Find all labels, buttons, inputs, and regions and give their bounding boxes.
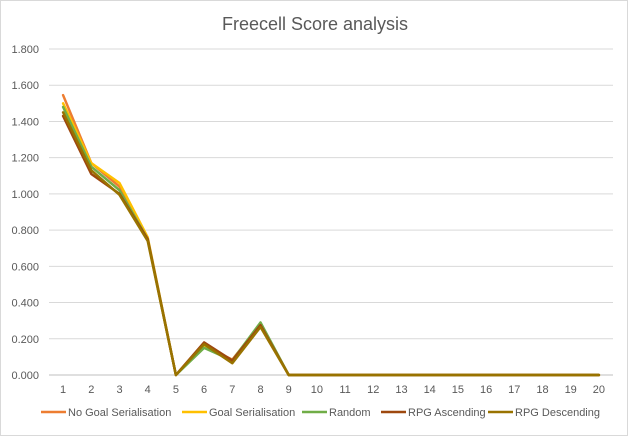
y-axis-labels: 0.000 0.200 0.400 0.600 0.800 1.000 1.200 1.400…	[11, 44, 39, 382]
x-tick-label: 5	[173, 384, 179, 396]
gridlines	[49, 48, 613, 340]
x-tick-label: 14	[424, 384, 436, 396]
x-tick-label: 6	[201, 384, 207, 396]
legend-label: Random	[329, 407, 371, 419]
x-tick-label: 7	[229, 384, 235, 396]
x-tick-label: 16	[480, 384, 492, 396]
x-tick-label: 4	[145, 384, 151, 396]
y-tick-label: 0.200	[11, 334, 39, 346]
y-tick-label: 1.400	[11, 116, 39, 128]
x-tick-label: 15	[452, 384, 464, 396]
y-tick-label: 0.800	[11, 225, 39, 237]
x-tick-label: 19	[565, 384, 577, 396]
legend-label: No Goal Serialisation	[68, 407, 171, 419]
series-lines	[61, 93, 601, 377]
legend-label: RPG Ascending	[408, 407, 486, 419]
legend-label: RPG Descending	[515, 407, 600, 419]
y-tick-label: 0.600	[11, 261, 39, 273]
x-tick-label: 10	[311, 384, 323, 396]
x-tick-label: 18	[536, 384, 548, 396]
x-axis-labels: 1 2 3 4 5 6 7 8 9 10 11 12 13 14 15 16 17 18 19 20	[60, 384, 605, 396]
x-tick-label: 12	[367, 384, 379, 396]
legend: No Goal Serialisation Goal Serialisation R…	[41, 407, 600, 419]
series-line-2	[61, 105, 601, 377]
legend-label: Goal Serialisation	[209, 407, 295, 419]
x-tick-label: 17	[508, 384, 520, 396]
y-tick-label: 1.200	[11, 153, 39, 165]
y-tick-label: 1.800	[11, 44, 39, 56]
series-line-1	[61, 102, 601, 377]
x-tick-label: 13	[395, 384, 407, 396]
x-tick-label: 3	[116, 384, 122, 396]
x-tick-label: 20	[593, 384, 605, 396]
series-line-3	[61, 114, 601, 377]
y-tick-label: 0.000	[11, 370, 39, 382]
chart-title: Freecell Score analysis	[222, 14, 408, 34]
y-tick-label: 1.600	[11, 80, 39, 92]
x-tick-label: 2	[88, 384, 94, 396]
y-tick-label: 1.000	[11, 189, 39, 201]
x-tick-label: 1	[60, 384, 66, 396]
y-tick-label: 0.400	[11, 298, 39, 310]
series-line-4	[61, 111, 601, 377]
x-tick-label: 8	[257, 384, 263, 396]
x-tick-label: 11	[339, 384, 350, 396]
x-tick-label: 9	[286, 384, 292, 396]
